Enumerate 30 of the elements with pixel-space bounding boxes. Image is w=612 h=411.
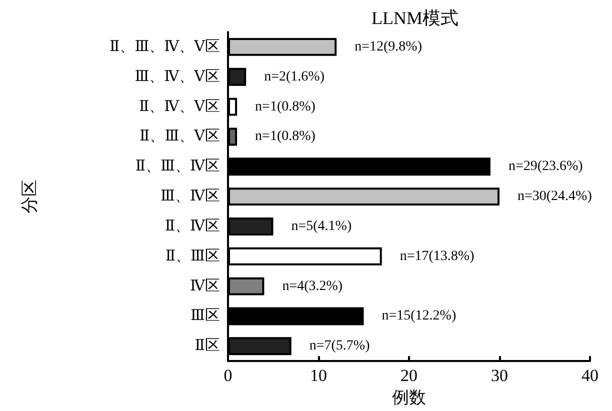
x-axis-title: 例数 — [392, 388, 426, 407]
data-label: n=15(12.2%) — [382, 308, 456, 324]
y-tick-label: Ⅲ区 — [190, 308, 220, 324]
x-tick-label: 20 — [400, 366, 418, 386]
data-label: n=2(1.6%) — [264, 69, 325, 84]
y-tick-label: Ⅱ、Ⅲ、Ⅳ区 — [135, 158, 220, 175]
x-tick-label: 0 — [224, 366, 232, 386]
y-tick-label: Ⅱ、Ⅳ、Ⅴ区 — [138, 98, 220, 115]
y-tick-label: Ⅱ、Ⅳ区 — [164, 218, 220, 234]
data-label: n=30(24.4%) — [518, 189, 592, 204]
data-label: n=29(23.6%) — [508, 159, 584, 174]
y-tick-label: Ⅱ、Ⅲ区 — [165, 248, 220, 264]
data-label: n=4(3.2%) — [282, 278, 343, 294]
y-tick-label: Ⅳ区 — [190, 278, 220, 294]
data-label: n=1(0.8%) — [255, 129, 316, 144]
x-tick-label: 10 — [310, 366, 327, 386]
x-tick-label: 30 — [491, 366, 508, 386]
y-tick-label: Ⅱ、Ⅲ、Ⅴ区 — [140, 128, 220, 145]
data-label: n=1(0.8%) — [255, 99, 316, 114]
y-axis-title: 分区 — [20, 180, 39, 214]
data-label: n=7(5.7%) — [309, 338, 370, 354]
y-tick-label: Ⅱ区 — [194, 338, 220, 354]
y-tick-label: Ⅲ、Ⅳ、Ⅴ区 — [134, 68, 220, 85]
data-label: n=17(13.8%) — [400, 248, 475, 264]
x-tick-label: 40 — [582, 366, 598, 386]
data-label: n=5(4.1%) — [291, 218, 352, 234]
data-label: n=12(9.8%) — [354, 39, 422, 54]
chart-title: LLNM模式 — [372, 8, 458, 28]
y-tick-label: Ⅱ、Ⅲ、Ⅳ、Ⅴ区 — [110, 38, 220, 55]
y-tick-label: Ⅲ、Ⅳ区 — [160, 188, 220, 205]
